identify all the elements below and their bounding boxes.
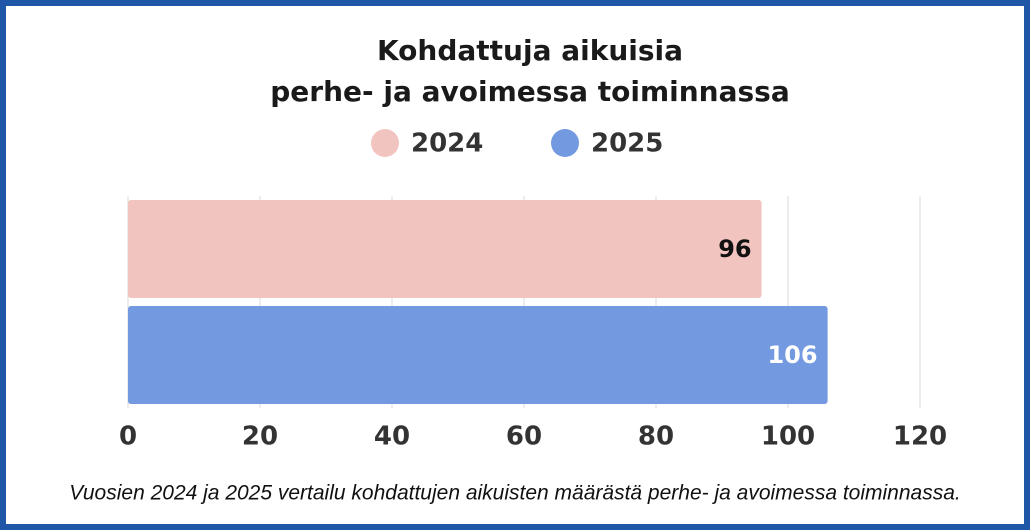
- legend-label: 2025: [591, 129, 663, 159]
- legend-swatch: [551, 129, 579, 157]
- x-tick-label: 100: [761, 422, 815, 452]
- caption: Vuosien 2024 ja 2025 vertailu kohdattuje…: [69, 482, 961, 505]
- chart-title: perhe- ja avoimessa toiminnassa: [270, 75, 789, 108]
- value-label: 96: [718, 235, 751, 263]
- x-tick-label: 80: [638, 422, 674, 452]
- x-tick-label: 60: [506, 422, 542, 452]
- x-tick-label: 0: [119, 422, 137, 452]
- x-tick-label: 20: [242, 422, 278, 452]
- x-tick-label: 40: [374, 422, 410, 452]
- bar: [128, 306, 828, 404]
- x-tick-label: 120: [893, 422, 947, 452]
- legend-label: 2024: [411, 129, 483, 159]
- bar: [128, 200, 762, 298]
- value-label: 106: [767, 341, 817, 369]
- legend-swatch: [371, 129, 399, 157]
- chart-title: Kohdattuja aikuisia: [377, 34, 683, 67]
